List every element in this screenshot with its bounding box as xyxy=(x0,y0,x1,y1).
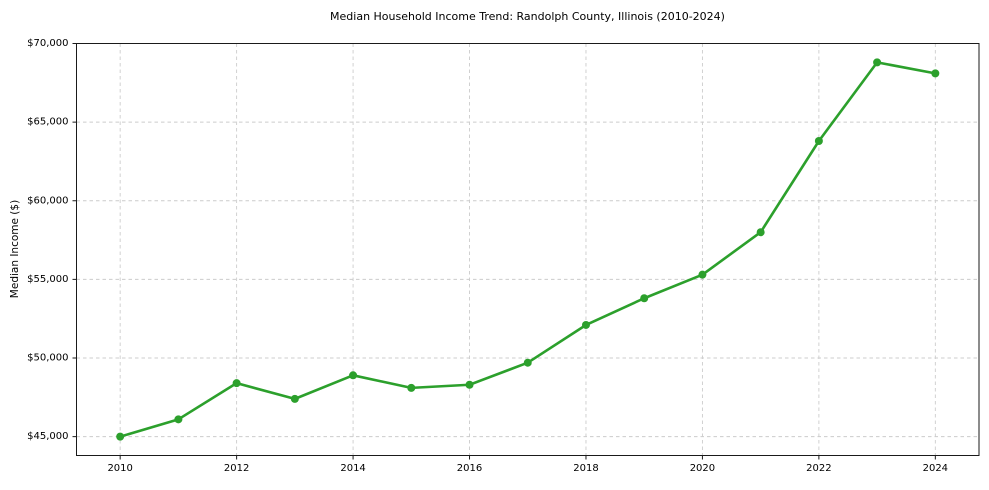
data-point-marker xyxy=(407,383,416,392)
x-tick-label: 2010 xyxy=(107,463,132,474)
y-tick-label: $50,000 xyxy=(27,353,68,364)
data-point-marker xyxy=(640,294,649,303)
data-point-marker xyxy=(349,371,358,380)
y-tick-label: $60,000 xyxy=(27,195,68,206)
x-tick-label: 2020 xyxy=(690,463,715,474)
chart-title: Median Household Income Trend: Randolph … xyxy=(330,10,725,23)
x-tick-label: 2018 xyxy=(573,463,598,474)
data-point-marker xyxy=(873,58,882,67)
data-point-marker xyxy=(814,136,823,145)
y-tick-label: $70,000 xyxy=(27,38,68,49)
data-point-marker xyxy=(523,358,532,367)
data-point-marker xyxy=(232,379,241,388)
data-point-marker xyxy=(116,432,125,441)
data-point-marker xyxy=(931,69,940,78)
data-point-marker xyxy=(465,380,474,389)
data-point-marker xyxy=(174,415,183,424)
data-point-marker xyxy=(581,320,590,329)
x-tick-label: 2024 xyxy=(923,463,948,474)
y-tick-label: $55,000 xyxy=(27,274,68,285)
x-tick-label: 2016 xyxy=(457,463,482,474)
x-tick-label: 2012 xyxy=(224,463,249,474)
plot-area xyxy=(76,43,979,456)
data-point-marker xyxy=(290,394,299,403)
data-point-marker xyxy=(698,270,707,279)
x-tick-label: 2022 xyxy=(806,463,831,474)
y-tick-label: $65,000 xyxy=(27,117,68,128)
data-point-marker xyxy=(756,228,765,237)
plot-frame xyxy=(76,43,980,456)
y-tick-label: $45,000 xyxy=(27,431,68,442)
x-tick-label: 2014 xyxy=(340,463,365,474)
